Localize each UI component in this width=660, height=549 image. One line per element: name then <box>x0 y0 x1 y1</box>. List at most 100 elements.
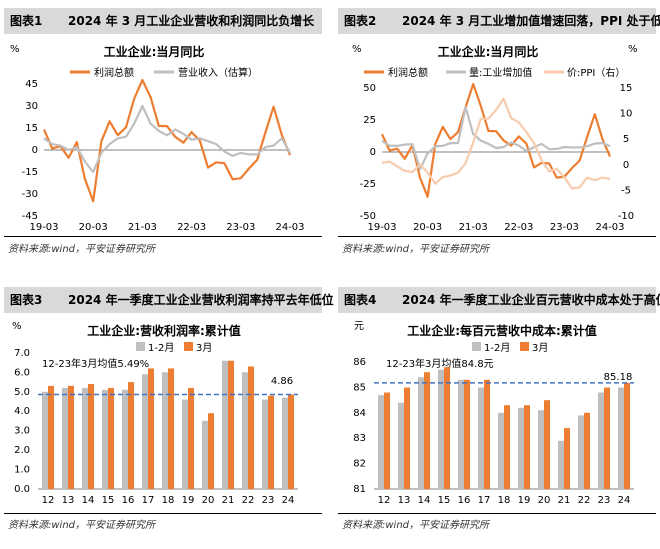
chart-2: 工业企业:当月同比 % % 利润总额 量:工业增加值 价:PPI（右） 5025… <box>352 44 638 233</box>
bar-mar <box>288 394 294 489</box>
y-tick-label: 84 <box>353 408 366 419</box>
y-tick-label: 86 <box>353 357 366 368</box>
panel-2: 图表2 2024 年 3 月工业增加值增速回落，PPI 处于低位 工业企业:当月… <box>338 8 660 270</box>
bar-jan-feb <box>458 379 464 489</box>
bar-mar <box>584 412 590 489</box>
y2-tick-label: 0 <box>623 160 629 171</box>
y2-tick-label: 10 <box>620 109 633 120</box>
chart-1: 工业企业:当月同比 % 利润总额 营业收入（估算） 45 30 15 0 -15 -30 -… <box>10 44 305 233</box>
figure-number: 图表4 <box>344 293 377 307</box>
y2-tick-label: -10 <box>618 211 634 222</box>
bar-mar <box>228 360 234 489</box>
unit-label-left: % <box>352 44 362 55</box>
x-tick-label: 18 <box>498 495 511 506</box>
panel-header: 图表2 2024 年 3 月工业增加值增速回落，PPI 处于低位 <box>338 8 660 34</box>
panel-1: 图表1 2024 年 3 月工业企业营收和利润同比负增长 工业企业:当月同比 %… <box>4 8 322 270</box>
x-tick-label: 19 <box>518 495 531 506</box>
x-tick-label: 19 <box>182 495 195 506</box>
y-tick-label: 85 <box>353 382 366 393</box>
legend-label-profit: 利润总额 <box>94 66 134 79</box>
bar-jan-feb <box>222 360 228 489</box>
bar-mar <box>524 405 530 489</box>
bar-jan-feb <box>102 389 108 489</box>
bar-jan-feb <box>62 387 68 489</box>
last-value-label: 4.86 <box>271 376 293 387</box>
bar-mar <box>248 366 254 489</box>
y-tick-label: 4.0 <box>14 406 30 417</box>
x-tick-label: 22 <box>578 495 591 506</box>
y-tick-label: 2.0 <box>14 445 30 456</box>
y-tick-label: 50 <box>363 83 376 94</box>
x-tick-label: 23 <box>262 495 275 506</box>
bar-mar <box>484 379 490 489</box>
x-tick-label: 12 <box>378 495 391 506</box>
unit-label: % <box>10 44 20 55</box>
series-line-1 <box>42 78 292 203</box>
legend-label-jan-feb: 1-2月 <box>148 342 174 354</box>
x-tick-label: 18 <box>162 495 175 506</box>
y-tick-label: 25 <box>363 115 376 126</box>
x-tick-label: 23 <box>598 495 611 506</box>
bar-jan-feb <box>498 412 504 489</box>
bar-jan-feb <box>182 399 188 489</box>
bar-jan-feb <box>538 410 544 489</box>
chart-title: 工业企业:当月同比 <box>104 44 205 59</box>
bar-mar <box>68 385 74 489</box>
legend-label-ppi: 价:PPI（右） <box>567 66 625 79</box>
x-tick-label: 15 <box>438 495 451 506</box>
bar-jan-feb <box>398 402 404 489</box>
y-tick-label: -50 <box>360 211 376 222</box>
x-tick-label: 14 <box>82 495 95 506</box>
y-tick-label: 5.0 <box>14 387 30 398</box>
source-rule <box>338 513 656 514</box>
last-value-label: 85.18 <box>604 372 633 383</box>
chart-3: 工业企业:营收利润率:累计值 % 1-2月 3月 12-23年3月均值5.49%… <box>12 321 298 506</box>
y-tick-label: -25 <box>360 179 376 190</box>
bar-mar <box>444 367 450 489</box>
source-note: 资料来源:wind，平安证券研究所 <box>342 520 490 531</box>
x-tick-label: 16 <box>458 495 471 506</box>
figure-number: 图表2 <box>344 14 377 28</box>
bar-jan-feb <box>578 415 584 489</box>
bar-mar <box>544 400 550 489</box>
x-tick-label: 22 <box>242 495 255 506</box>
y-tick-label: 45 <box>25 79 38 90</box>
x-tick-label: 20 <box>202 495 215 506</box>
x-tick-label: 20 <box>538 495 551 506</box>
y-tick-label: 6.0 <box>14 367 30 378</box>
legend-label-ip: 量:工业增加值 <box>469 66 532 79</box>
x-tick-label: 20-03 <box>79 222 108 233</box>
average-annotation: 12-23年3月均值5.49% <box>42 357 149 370</box>
bar-jan-feb <box>202 420 208 489</box>
legend-label-mar: 3月 <box>532 342 548 354</box>
bar-jan-feb <box>438 369 444 489</box>
y2-tick-label: 5 <box>623 134 629 145</box>
x-tick-label: 22-03 <box>177 222 206 233</box>
y-tick-label: 0 <box>32 145 38 156</box>
series-line-1 <box>381 82 612 198</box>
source-note: 资料来源:wind，平安证券研究所 <box>8 244 156 255</box>
bar-jan-feb <box>122 389 128 489</box>
bar-jan-feb <box>282 397 288 489</box>
legend-swatch-jan-feb <box>472 342 481 351</box>
panel-header: 图表4 2024 年一季度工业企业百元营收中成本处于高位 <box>338 287 660 313</box>
bar-jan-feb <box>418 377 424 489</box>
source-note: 资料来源:wind，平安证券研究所 <box>8 520 156 531</box>
chart-title: 工业企业:当月同比 <box>438 44 539 59</box>
legend-label-jan-feb: 1-2月 <box>484 342 510 354</box>
figure-number: 图表1 <box>10 14 43 28</box>
bar-jan-feb <box>82 387 88 489</box>
x-tick-label: 21-03 <box>128 222 157 233</box>
bar-jan-feb <box>262 399 268 489</box>
average-annotation: 12-23年3月均值84.8元 <box>386 357 494 370</box>
bar-jan-feb <box>518 407 524 489</box>
x-tick-label: 12 <box>42 495 55 506</box>
unit-label: 元 <box>354 321 364 332</box>
x-tick-label: 20-03 <box>413 222 442 233</box>
figure-title: 2024 年一季度工业企业营收利润率持平去年低位 <box>68 293 334 307</box>
figure-number: 图表3 <box>10 293 43 307</box>
y2-tick-label: 15 <box>620 83 633 94</box>
chart-title: 工业企业:营收利润率:累计值 <box>87 323 241 338</box>
unit-label: % <box>12 321 22 332</box>
panel-4: 图表4 2024 年一季度工业企业百元营收中成本处于高位 工业企业:每百元营收中… <box>338 287 660 549</box>
